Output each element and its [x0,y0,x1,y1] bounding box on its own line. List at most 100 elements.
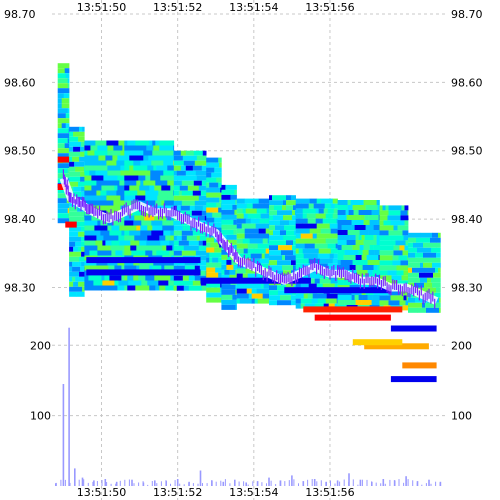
depth-cell [221,209,235,215]
depth-cell [124,225,137,231]
depth-cell [98,285,113,291]
depth-cell [141,220,152,226]
depth-cell [363,260,368,265]
volume-bar [247,484,249,486]
depth-cell [229,274,237,280]
depth-cell [358,210,372,215]
depth-cell [379,215,388,221]
depth-cell [147,280,159,286]
depth-cell [352,260,356,265]
depth-cell [206,287,221,293]
depth-cell [134,235,148,241]
volume-bar [147,484,149,486]
depth-cell [84,266,85,272]
depth-cell [390,220,405,226]
depth-cell [212,212,221,218]
depth-cell [334,203,338,209]
volume-bar [197,483,199,486]
depth-cell [397,225,409,231]
depth-cell [325,238,334,244]
depth-cell [75,276,79,282]
depth-cell [316,198,321,204]
depth-cell [408,262,421,268]
depth-cell [121,265,125,271]
depth-cell [84,170,90,176]
heavy-level [86,269,201,276]
depth-cell [120,195,125,201]
depth-cell [353,210,359,215]
depth-cell [236,208,243,214]
depth-cell [333,238,338,244]
depth-cell [153,165,157,171]
depth-cell [145,195,155,201]
depth-cell [88,190,97,196]
volume-bar [62,384,65,486]
depth-cell [236,238,243,244]
volume-bar [334,483,336,486]
depth-cell [173,195,187,201]
depth-cell [114,280,119,286]
depth-cell [249,238,263,244]
volume-bar [357,484,359,486]
depth-cell [393,250,403,256]
volume-bar [407,479,409,486]
depth-cell [148,155,161,161]
depth-cell [397,280,409,286]
depth-cell [173,235,178,241]
depth-cell [378,215,380,220]
depth-cell [246,288,252,294]
tick-labels: 13:51:50 13:51:50 13:51:52 13:51:52 13:51:54… [4,1,483,499]
depth-cell [61,98,69,104]
volume-bar [266,483,267,486]
depth-cell [307,218,316,224]
depth-cell [327,208,334,214]
depth-cell [124,195,136,201]
depth-cell [206,262,218,268]
depth-cell [332,213,338,219]
depth-cell [368,230,380,235]
depth-cell [78,246,82,252]
depth-cell [138,170,151,176]
depth-cell [355,235,359,240]
depth-cell [388,205,402,211]
depth-cell [355,240,364,245]
depth-cell [80,171,85,177]
depth-cell [188,275,196,281]
volume-bar [288,480,290,486]
depth-cell [280,220,290,226]
depth-cell [280,295,292,301]
depth-cell [160,240,170,246]
depth-cell [198,245,207,251]
depth-cell [371,210,380,215]
depth-cell [345,210,349,215]
volume-bar [316,481,318,486]
depth-cell [67,168,70,174]
depth-cell [221,274,230,280]
depth-cell [166,225,175,231]
volume-bar [220,480,222,486]
depth-cell [408,302,423,308]
depth-cell [215,162,220,168]
depth-cell [373,235,377,240]
depth-cell [372,270,380,275]
depth-cell [298,228,310,234]
depth-cell [408,232,421,238]
depth-cell [226,224,235,230]
depth-cell [291,195,296,201]
depth-cell [206,222,219,228]
depth-cell [433,272,441,278]
depth-cell [57,133,70,139]
depth-cell [84,275,89,281]
depth-cell [314,278,320,284]
depth-cell [173,165,182,171]
depth-cell [266,208,270,214]
depth-cell [221,204,233,210]
depth-cell [159,140,169,146]
depth-cell [68,213,70,219]
depth-cell [219,242,222,248]
depth-cell [300,303,305,309]
depth-cell [388,265,397,271]
depth-cell [57,138,68,144]
depth-cell [69,276,73,282]
depth-cell [69,271,80,277]
